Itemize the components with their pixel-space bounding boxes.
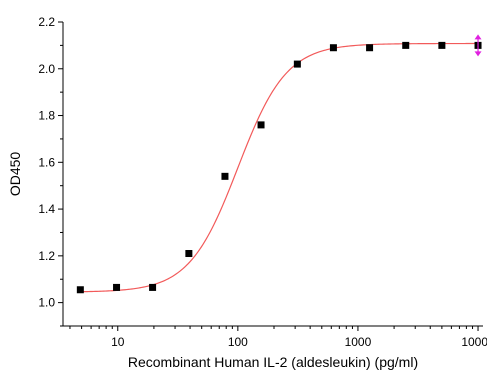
data-point bbox=[402, 41, 410, 49]
data-point bbox=[438, 41, 446, 49]
y-tick-label: 1.4 bbox=[38, 202, 55, 216]
y-tick-label: 1.2 bbox=[38, 249, 55, 263]
x-tick-label: 100 bbox=[228, 335, 248, 349]
fit-curve bbox=[80, 42, 479, 293]
x-axis-title: Recombinant Human IL-2 (aldesleukin) (pg… bbox=[128, 354, 418, 370]
annotation-layer bbox=[474, 34, 482, 57]
double-arrow-marker bbox=[474, 34, 482, 57]
y-axis-title: OD450 bbox=[7, 152, 23, 197]
data-point bbox=[329, 44, 337, 52]
data-point bbox=[149, 283, 157, 291]
x-tick-label: 10000 bbox=[461, 335, 487, 349]
x-tick-label: 1000 bbox=[345, 335, 372, 349]
data-point bbox=[113, 283, 121, 291]
data-point bbox=[257, 121, 265, 129]
data-point bbox=[76, 286, 84, 294]
y-tick-label: 2.0 bbox=[38, 62, 55, 76]
data-point bbox=[293, 60, 301, 68]
data-points-layer bbox=[76, 41, 482, 294]
ticks: 1.0 1.2 1.4 1.6 1.8 2.0 2.2 10 100 1000 10000 bbox=[38, 15, 487, 349]
y-tick-label: 1.0 bbox=[38, 296, 55, 310]
y-tick-label: 1.8 bbox=[38, 109, 55, 123]
axes bbox=[62, 22, 483, 327]
data-point bbox=[221, 172, 229, 180]
fit-curve-layer bbox=[80, 42, 479, 293]
x-tick-label: 10 bbox=[111, 335, 125, 349]
data-point bbox=[185, 250, 193, 258]
y-tick-label: 2.2 bbox=[38, 15, 55, 29]
data-point bbox=[366, 44, 374, 52]
y-tick-label: 1.6 bbox=[38, 155, 55, 169]
